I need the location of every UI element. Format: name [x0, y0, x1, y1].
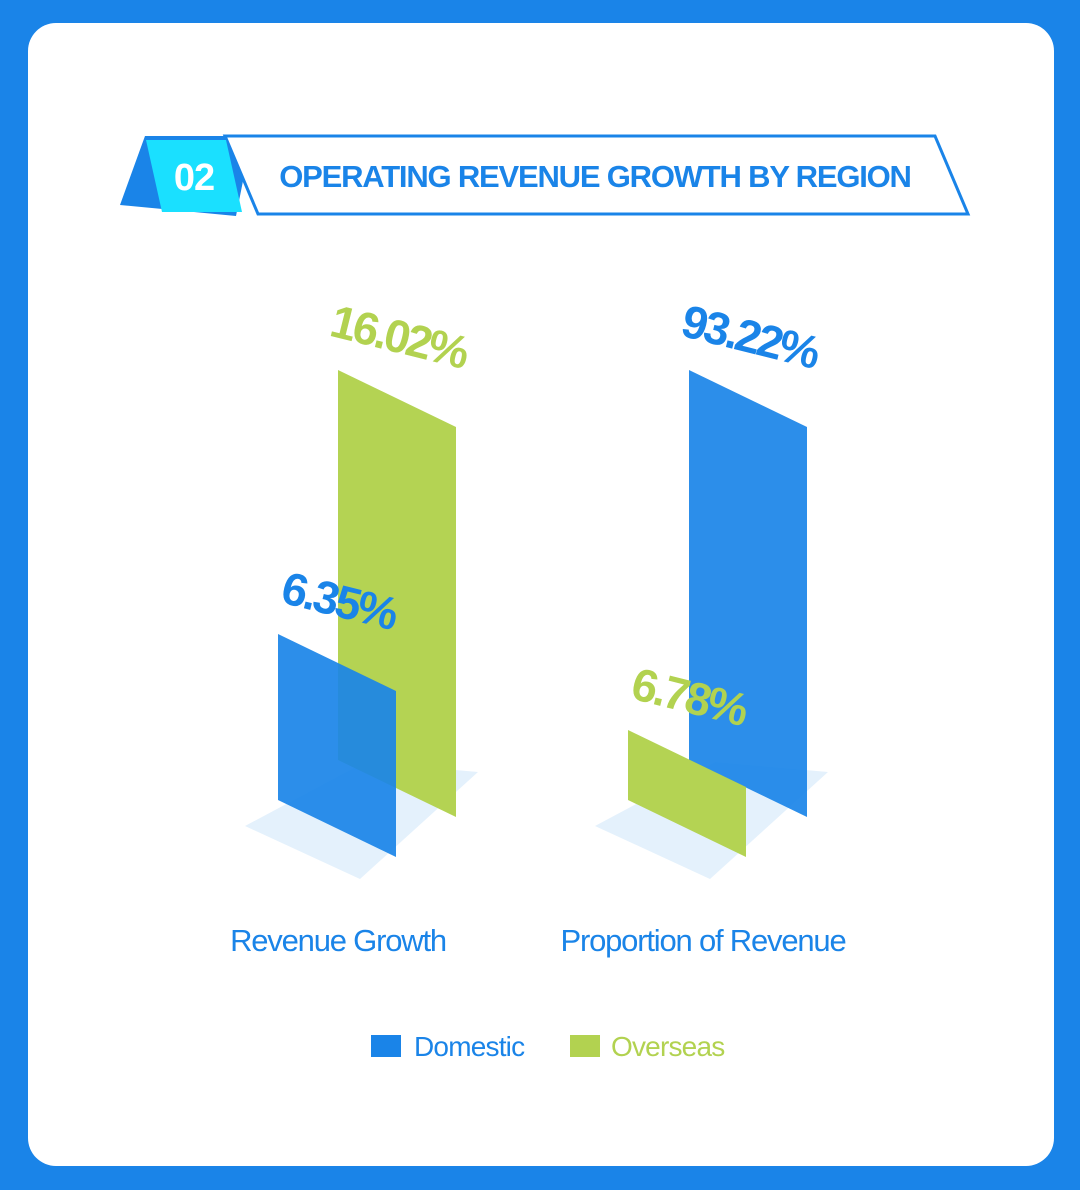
bar-revenue-growth-domestic: [278, 634, 396, 857]
legend-swatch-overseas: [570, 1035, 600, 1057]
chart-title: OPERATING REVENUE GROWTH BY REGION: [279, 159, 911, 194]
category-label-revenue-growth: Revenue Growth: [230, 923, 446, 958]
legend-label-domestic: Domestic: [414, 1031, 525, 1062]
chart-header: 02 OPERATING REVENUE GROWTH BY REGION: [120, 134, 971, 216]
data-label-revenue-growth-overseas: 16.02%: [326, 295, 475, 379]
legend: Domestic Overseas: [371, 1031, 725, 1062]
legend-label-overseas: Overseas: [611, 1031, 724, 1062]
data-label-proportion-of-revenue-domestic: 93.22%: [677, 295, 826, 379]
header-number: 02: [174, 157, 214, 199]
category-label-proportion-revenue: Proportion of Revenue: [561, 923, 846, 958]
header-title-frame: [222, 134, 971, 216]
bars-layer: [278, 370, 807, 857]
bar-proportion-of-revenue-overseas: [628, 730, 746, 857]
bar-proportion-of-revenue-domestic: [689, 370, 807, 817]
legend-swatch-domestic: [371, 1035, 401, 1057]
header-badge: [146, 140, 242, 212]
